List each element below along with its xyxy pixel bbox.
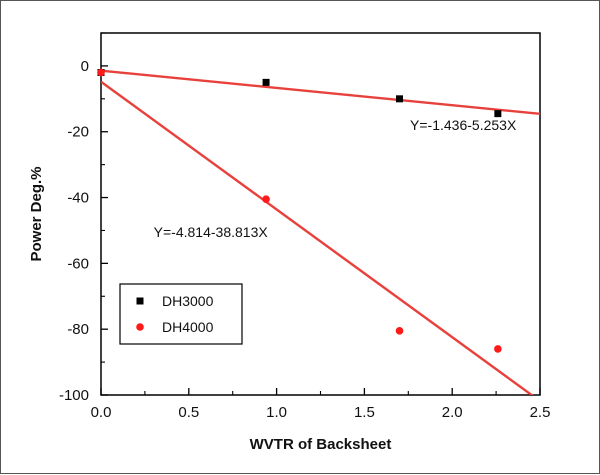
axis-ticks: 0.0 0.5 1.0 1.5 2.0 2.5 0 -20 -40 -60 -80 -100 [59,32,551,421]
y-tick-label: -60 [67,255,89,272]
point-dh4000 [395,327,404,335]
legend-marker-dh3000 [136,297,144,305]
y-tick-label: -40 [67,190,89,207]
x-tick-label: 2.5 [530,404,551,421]
legend: DH3000 DH4000 [119,283,243,345]
x-tick-label: 2.0 [442,404,463,421]
fit-line-dh4000 [101,80,534,395]
y-tick-label: -100 [59,387,89,404]
y-tick-label: 0 [81,58,89,75]
y-tick-label: -20 [67,124,89,141]
y-axis-title: Power Deg.% [28,166,45,261]
legend-label-dh4000: DH4000 [162,319,214,335]
x-tick-label: 1.0 [266,404,287,421]
point-dh4000 [262,195,270,203]
point-dh3000 [494,110,502,118]
x-tick-label: 0.5 [178,404,199,421]
fit-line-dh3000 [101,69,540,116]
fit-lines [101,69,540,395]
fit-annotations: Y=-1.436-5.253X Y=-4.814-38.813X [154,117,517,240]
point-dh4000 [494,345,502,353]
legend-box [119,283,243,345]
y-tick-label: -80 [67,321,89,338]
x-axis-title: WVTR of Backsheet [250,436,392,453]
fit-equation-dh3000: Y=-1.436-5.253X [410,117,517,133]
data-points [97,68,502,353]
point-dh3000 [396,95,404,103]
x-tick-label: 0.0 [91,404,112,421]
x-tick-label: 1.5 [354,404,375,421]
point-dh3000 [262,78,270,86]
point-dh4000 [97,68,105,77]
fit-equation-dh4000: Y=-4.814-38.813X [154,224,269,240]
legend-marker-dh4000 [136,323,144,331]
legend-label-dh3000: DH3000 [162,293,214,309]
